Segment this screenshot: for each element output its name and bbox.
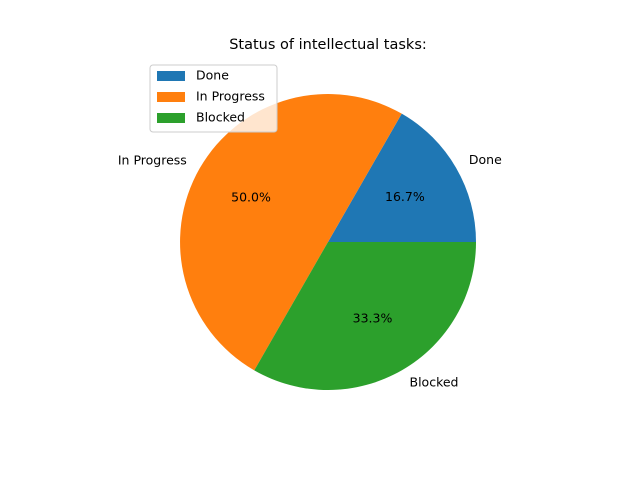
slice-label-blocked: Blocked [410, 374, 459, 389]
legend-swatch-blocked [157, 113, 185, 123]
legend-swatch-in-progress [157, 92, 185, 102]
legend-label-blocked: Blocked [196, 110, 245, 125]
pie-slice-in-progress [180, 94, 402, 371]
pie-slices [180, 94, 476, 391]
slice-percent-done: 16.7% [385, 189, 425, 204]
legend-label-done: Done [196, 68, 229, 83]
slice-percent-blocked: 33.3% [353, 310, 393, 325]
pie-category-labels: Done In Progress Blocked [118, 152, 502, 389]
chart-title: Status of intellectual tasks: [229, 37, 427, 53]
slice-label-in-progress: In Progress [118, 152, 187, 167]
pie-slice-done [328, 113, 476, 242]
pie-percent-labels: 16.7% 50.0% 33.3% [231, 189, 425, 325]
legend-swatch-done [157, 71, 185, 81]
legend-entries: Done In Progress Blocked [157, 68, 265, 125]
slice-percent-in-progress: 50.0% [231, 189, 271, 204]
pie-slice-blocked [254, 242, 476, 391]
slice-label-done: Done [469, 152, 502, 167]
legend: Done In Progress Blocked [149, 64, 278, 133]
legend-label-in-progress: In Progress [196, 89, 265, 104]
